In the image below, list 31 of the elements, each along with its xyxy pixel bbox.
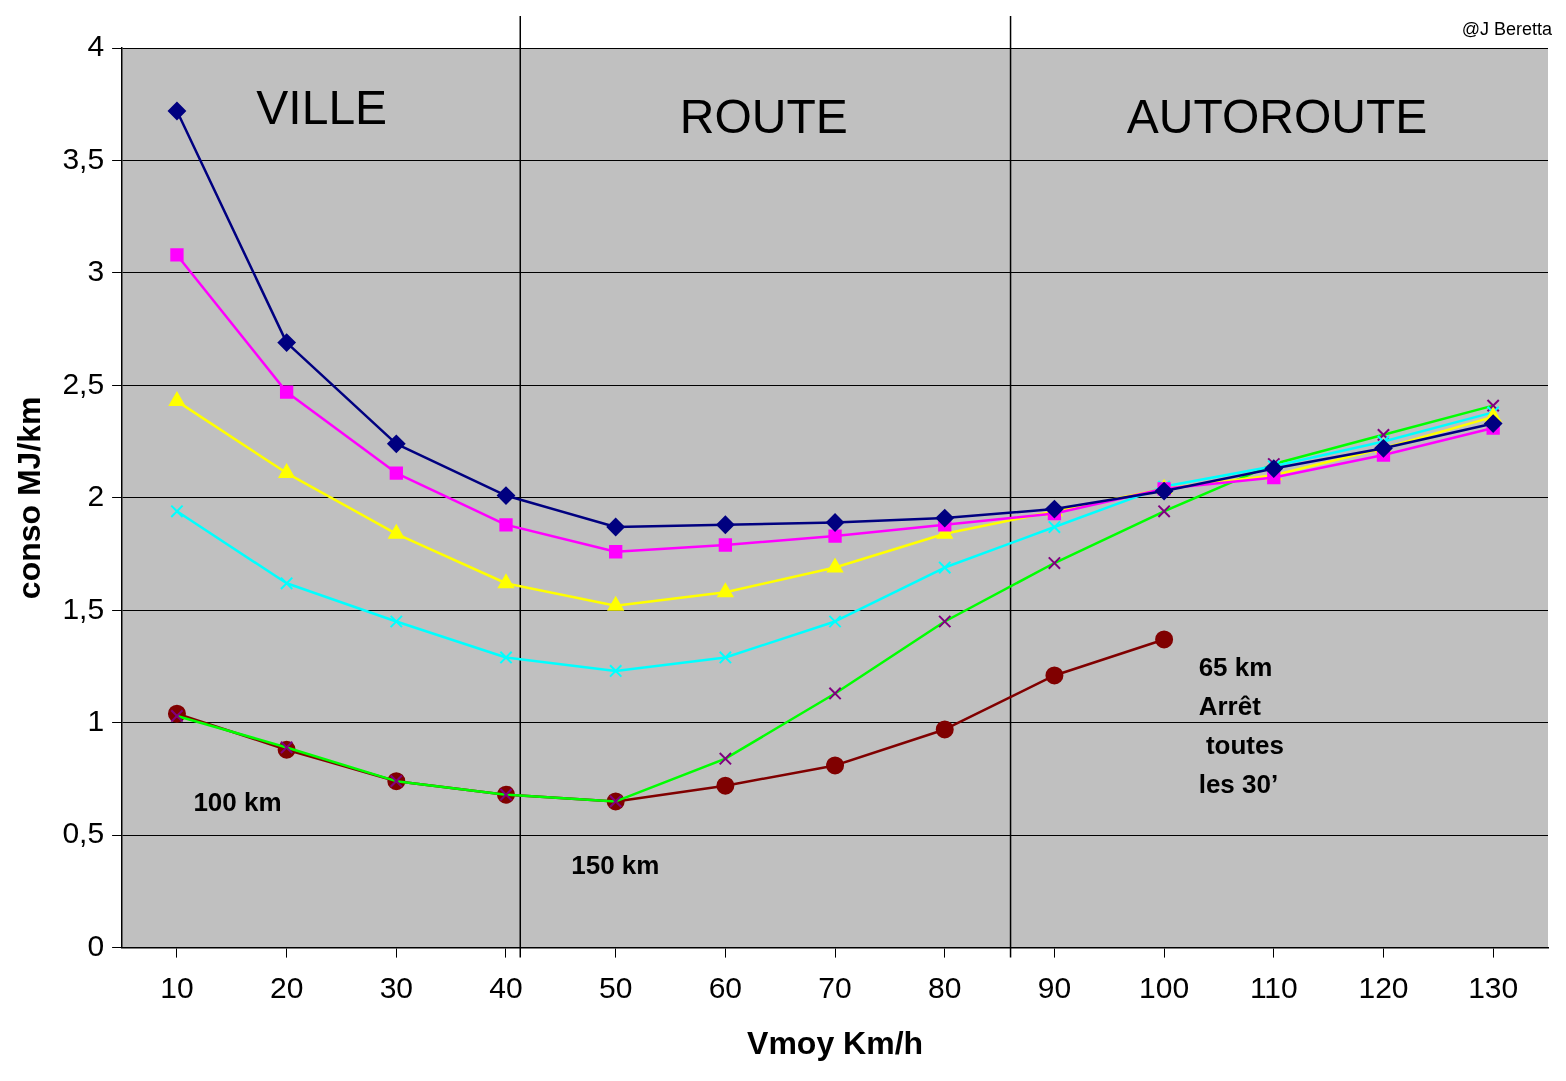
text: @J Beretta	[1461, 18, 1553, 39]
y-tick-label: 4	[87, 29, 105, 63]
x-tick-label: 120	[1358, 970, 1409, 1004]
annotation: ROUTE	[679, 90, 848, 144]
annotation: VILLE	[256, 81, 388, 135]
x-tick-label: 40	[489, 970, 523, 1004]
x-axis-title: Vmoy Km/h	[747, 1024, 924, 1061]
annotation: 65 km Arrêt toutes les 30’	[1198, 651, 1284, 799]
x-tick-label: 90	[1037, 970, 1072, 1004]
y-tick-label: 3,5	[62, 141, 105, 175]
annotation: AUTOROUTE	[1126, 90, 1428, 144]
annotation: 150 km	[571, 849, 660, 880]
x-tick-label: 130	[1468, 970, 1519, 1004]
x-tick-label: 10	[160, 970, 194, 1004]
x-tick-label: 20	[269, 970, 304, 1004]
x-tick-label: 80	[928, 970, 962, 1004]
x-tick-label: 30	[379, 970, 413, 1004]
annotation: 100 km	[193, 786, 282, 817]
y-tick-label: 2,5	[62, 366, 105, 400]
x-tick-label: 100	[1139, 970, 1190, 1004]
y-tick-label: 3	[87, 254, 105, 288]
y-tick-label: 1	[87, 703, 105, 737]
y-tick-label: 2	[87, 479, 105, 513]
x-tick-label: 70	[818, 970, 852, 1004]
x-tick-label: 110	[1249, 970, 1298, 1004]
x-tick-label: 50	[599, 970, 633, 1004]
y-tick-label: 0	[87, 928, 105, 962]
y-axis-title: conso MJ/km	[11, 396, 48, 600]
x-tick-label: 60	[708, 970, 743, 1004]
y-tick-label: 1,5	[62, 591, 105, 625]
y-tick-label: 0,5	[62, 816, 105, 850]
